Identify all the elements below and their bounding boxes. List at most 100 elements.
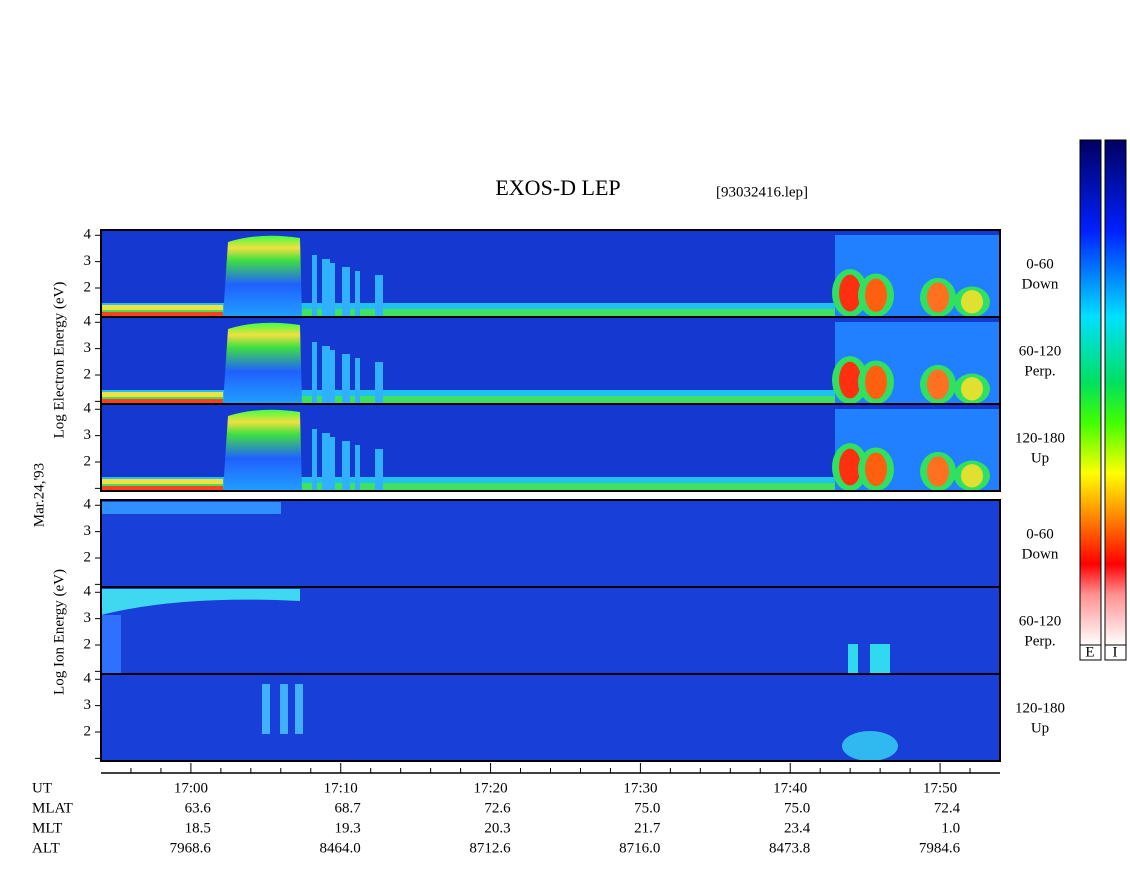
panel-background <box>101 500 1000 587</box>
burst-spike <box>375 362 383 404</box>
y-tick-label: 3 <box>84 427 92 443</box>
event-blob <box>961 377 983 401</box>
y-tick-label: 4 <box>84 401 92 417</box>
table-value: 8712.6 <box>469 840 511 856</box>
y-tick-label: 4 <box>84 671 92 687</box>
table-value: 21.7 <box>634 820 661 836</box>
burst-spike <box>355 271 360 317</box>
burst-spike <box>342 354 350 404</box>
panel-angle: 60-120 <box>1019 613 1062 629</box>
event-blob <box>839 448 861 486</box>
x-tick-label: 17:50 <box>923 780 957 796</box>
y-tick-label: 3 <box>84 610 92 626</box>
panel-frame <box>100 403 1001 492</box>
table-value: 1.0 <box>941 820 960 836</box>
burst-spike <box>312 429 317 491</box>
burst-spike <box>355 445 360 491</box>
table-value: 7968.6 <box>170 840 212 856</box>
table-value: 8464.0 <box>319 840 360 856</box>
event-blob <box>865 365 887 399</box>
table-value: 63.6 <box>185 800 212 816</box>
burst-spike <box>375 449 383 491</box>
spectrogram-panel <box>100 673 1001 762</box>
x-tick-label: 17:40 <box>773 780 807 796</box>
colorbar-label-box <box>1079 644 1102 661</box>
burst-spike <box>312 255 317 317</box>
low-energy-band <box>101 392 223 397</box>
burst <box>223 322 302 404</box>
event-blob <box>865 452 887 486</box>
spectrogram-panel <box>100 229 1001 318</box>
ion-blob <box>262 684 270 734</box>
spectrogram-panel <box>100 316 1001 405</box>
panel-direction: Up <box>1031 450 1049 466</box>
table-value: 7984.6 <box>919 840 961 856</box>
burst <box>223 409 302 491</box>
spectrogram-panel <box>100 586 1001 675</box>
ion-blob <box>880 644 890 674</box>
ion-blob <box>870 644 880 674</box>
y-tick-label: 4 <box>84 314 92 330</box>
x-tick-label: 17:00 <box>174 780 208 796</box>
table-value: 18.5 <box>185 820 211 836</box>
table-value: 19.3 <box>334 820 360 836</box>
y-tick-label: 3 <box>84 697 92 713</box>
event-blob <box>927 369 949 400</box>
table-value: 72.4 <box>934 800 961 816</box>
y-tick-label: 3 <box>84 253 92 269</box>
colorbar-label-box <box>1104 644 1127 661</box>
event-blob <box>927 282 949 313</box>
burst-spike <box>375 275 383 317</box>
chart-title: EXOS-D LEP <box>495 175 620 200</box>
low-energy-band <box>101 312 223 317</box>
burst-spike <box>330 350 335 404</box>
spectrogram-panel <box>100 499 1001 588</box>
burst-spike <box>330 263 335 317</box>
y-tick-label: 4 <box>84 584 92 600</box>
y-tick-label: 2 <box>84 279 92 295</box>
panel-angle: 60-120 <box>1019 343 1062 359</box>
low-energy-band <box>101 483 1000 491</box>
table-value: 75.0 <box>784 800 810 816</box>
table-value: 68.7 <box>334 800 361 816</box>
electron-axis-label: Log Electron Energy (eV) <box>51 282 67 439</box>
ion-blob <box>280 684 288 734</box>
panel-angle: 0-60 <box>1026 256 1054 272</box>
table-row-name: MLT <box>32 820 62 836</box>
y-tick-label: 4 <box>84 227 92 243</box>
panel-frame <box>100 673 1001 762</box>
event-blob <box>961 290 983 314</box>
ion-blob <box>848 644 858 674</box>
burst <box>223 235 302 317</box>
y-tick-label: 3 <box>84 523 92 539</box>
ion-axis-label: Log Ion Energy (eV) <box>51 569 67 695</box>
colorbar <box>1079 139 1102 646</box>
panel-direction: Perp. <box>1024 633 1055 649</box>
y-tick-label: 2 <box>84 549 92 565</box>
y-tick-label: 3 <box>84 340 92 356</box>
burst-spike <box>322 433 330 491</box>
colorbar <box>1104 139 1127 646</box>
burst-spike <box>342 441 350 491</box>
table-value: 8716.0 <box>619 840 660 856</box>
panel-direction: Perp. <box>1024 363 1055 379</box>
low-energy-band <box>101 486 223 491</box>
y-tick-label: 2 <box>84 453 92 469</box>
burst-spike <box>322 259 330 317</box>
ion-blob <box>295 684 303 734</box>
ion-band <box>101 615 121 674</box>
y-tick-label: 2 <box>84 723 92 739</box>
ion-blob <box>842 731 898 761</box>
panel-background <box>101 587 1000 674</box>
table-value: 23.4 <box>784 820 811 836</box>
burst-spike <box>322 346 330 404</box>
low-energy-band <box>101 479 223 484</box>
x-tick-label: 17:30 <box>623 780 657 796</box>
burst-spike <box>355 358 360 404</box>
low-energy-band <box>101 396 1000 404</box>
x-tick-label: 17:10 <box>324 780 358 796</box>
low-energy-band <box>101 399 223 404</box>
event-blob <box>839 361 861 399</box>
event-blob <box>927 456 949 487</box>
